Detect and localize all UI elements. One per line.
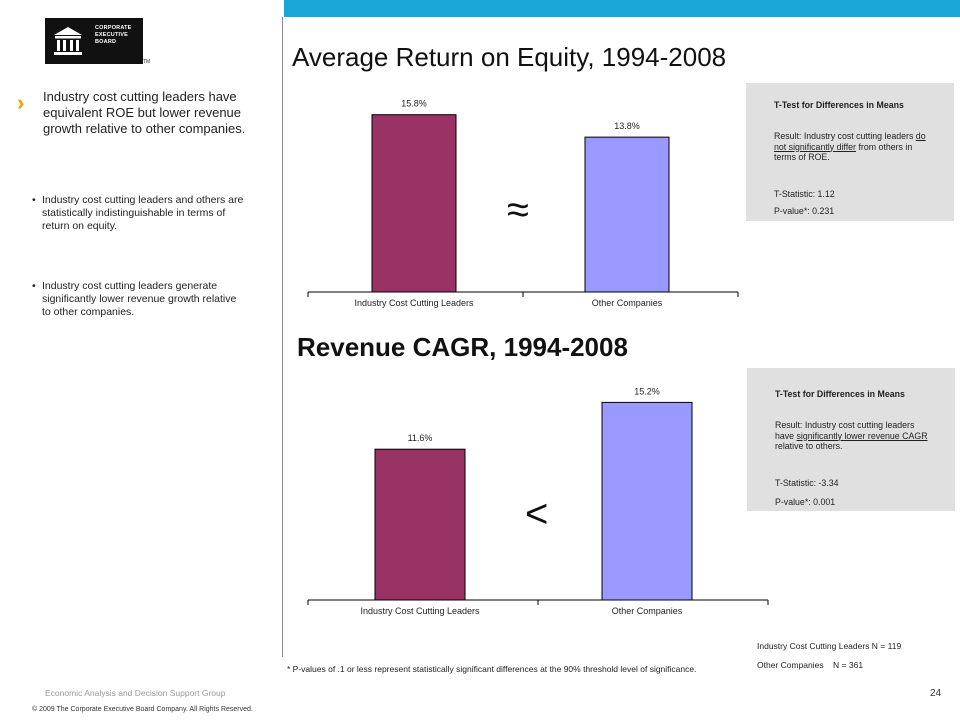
bullet-dot-icon: •	[32, 280, 36, 292]
ceb-logo	[45, 18, 143, 64]
trademark: TM	[143, 59, 151, 65]
ttest-title: T-Test for Differences in Means	[774, 100, 904, 110]
category-label: Other Companies	[592, 298, 663, 308]
ttest-result: Result: Industry cost cutting leaders ha…	[775, 420, 935, 452]
bullet-dot-icon: •	[32, 194, 36, 206]
pvalue-footnote: * P-values of .1 or less represent stati…	[287, 664, 697, 674]
top-accent-bar	[284, 0, 960, 17]
chart-title-roe: Average Return on Equity, 1994-2008	[292, 42, 727, 72]
roe-chart: 15.8% Industry Cost Cutting Leaders 13.8% O…	[307, 99, 739, 308]
ttest-result-text: relative to others.	[775, 441, 843, 451]
category-label: Industry Cost Cutting Leaders	[354, 298, 474, 308]
data-label: 13.8%	[614, 121, 640, 131]
page-number: 24	[930, 688, 942, 699]
sample-size-others: Other Companies N = 361	[757, 660, 864, 670]
ttest-title: T-Test for Differences in Means	[775, 389, 905, 399]
ttest-statistic: T-Statistic: 1.12	[774, 189, 835, 199]
building-icon	[54, 27, 82, 55]
ttest-result-emphasis: significantly lower revenue CAGR	[796, 430, 928, 441]
ttest-result: Result: Industry cost cutting leaders do…	[774, 131, 929, 163]
bar	[601, 401, 693, 601]
key-takeaway: Industry cost cutting leaders have equiv…	[43, 89, 246, 136]
ttest-result-text: from others in terms of ROE.	[774, 141, 913, 163]
chevron-right-icon: ›	[17, 90, 25, 115]
less-than-symbol: <	[525, 492, 549, 536]
group-name: Economic Analysis and Decision Support G…	[45, 688, 226, 698]
logo-text: CORPORATE EXECUTIVE BOARD	[95, 25, 132, 45]
ttest-result-text: Result: Industry cost cutting leaders ha…	[775, 420, 915, 441]
copyright: © 2009 The Corporate Executive Board Com…	[32, 706, 253, 713]
data-label: 11.6%	[408, 433, 433, 443]
ttest-pvalue: P-value*: 0.231	[774, 206, 835, 216]
ttest-result-emphasis: do not significantly differ	[774, 131, 926, 152]
bar	[374, 448, 466, 601]
bar	[584, 136, 670, 293]
category-label: Other Companies	[612, 606, 683, 616]
bullet-text: Industry cost cutting leaders and others…	[42, 194, 244, 232]
ttest-statistic: T-Statistic: -3.34	[775, 478, 839, 488]
category-label: Industry Cost Cutting Leaders	[360, 606, 480, 616]
ttest-box-roe: T-Test for Differences in Means Result: …	[746, 83, 954, 221]
ttest-pvalue: P-value*: 0.001	[775, 497, 836, 507]
chart-title-cagr: Revenue CAGR, 1994-2008	[297, 332, 628, 362]
sample-size-leaders: Industry Cost Cutting Leaders N = 119	[757, 641, 902, 651]
approx-equal-symbol: ≈	[507, 188, 529, 232]
ttest-box-cagr: T-Test for Differences in Means Result: …	[747, 368, 955, 511]
bar	[371, 114, 457, 293]
cagr-chart: 11.6% Industry Cost Cutting Leaders 15.2% O…	[307, 386, 769, 616]
data-label: 15.2%	[634, 386, 660, 396]
bullet-text: Industry cost cutting leaders generate s…	[42, 280, 237, 318]
data-label: 15.8%	[401, 99, 427, 109]
vertical-divider	[282, 17, 283, 657]
ttest-result-text: Result: Industry cost cutting leaders	[774, 131, 916, 141]
